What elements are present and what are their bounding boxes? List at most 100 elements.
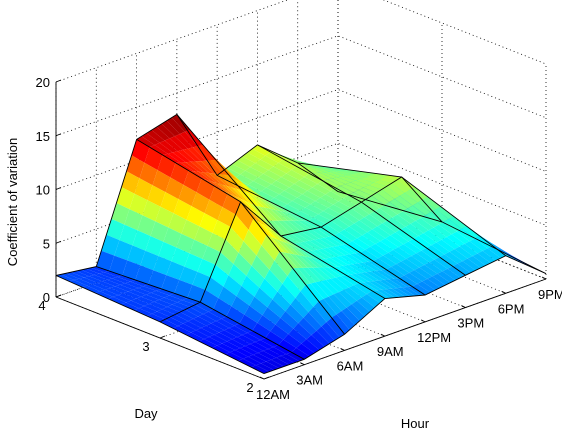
mesh-line-hour [337,191,547,275]
surface-cell [108,296,126,305]
surface-cell [266,184,285,195]
surface-cell [249,203,268,221]
surface-cell [100,289,119,297]
surface-cell [358,187,377,196]
surface-cell [280,211,299,221]
surface-cell [318,298,337,318]
surface-cell [256,363,275,372]
surface-cell [193,316,212,326]
surface-cell [329,256,348,266]
surface-cell [174,279,193,298]
surface-cell [335,276,354,288]
surface-cell [186,332,204,342]
surface-cell [160,192,179,214]
surface-cell [310,282,329,299]
surface-cell [325,191,344,202]
surface-cell [397,287,416,297]
surface-cell [248,181,267,192]
surface-cell [187,284,206,303]
surface-cell [356,297,375,312]
y-tick-mark [263,376,270,380]
surface-cell [296,231,314,241]
surface-cell [107,278,126,285]
surface-cell [247,148,266,160]
surface-cell [84,276,103,283]
surface-cell [364,214,383,227]
surface-cell [322,267,341,278]
surface-cell [199,339,217,348]
surface-cell [333,292,352,308]
surface-cell [341,211,360,224]
surface-cell [306,250,325,260]
surface-cell [209,334,228,344]
surface-cell [131,139,150,163]
surface-cell [234,323,253,333]
surface-cell [309,239,327,249]
surface-cell [154,142,173,154]
surface-cell [451,231,470,244]
surface-cell [353,190,372,199]
surface-cell [231,296,250,315]
surface-cell [303,240,322,250]
surface-cell [282,204,301,215]
surface-cell [274,194,293,205]
surface-cell [390,232,409,245]
surface-cell [121,171,140,194]
surface-cell [422,196,441,210]
x-tick-mark [380,333,386,337]
surface-cell [171,247,190,267]
surface-cell [444,251,463,264]
surface-cell [162,153,181,163]
surface-cell [271,237,290,254]
surface-cell [360,177,379,183]
surface-cell [283,334,302,348]
surface-cell [131,298,150,306]
surface-cell [295,291,314,313]
surface-cell [355,273,374,282]
surface-cell [316,326,335,344]
surface-cell [461,226,480,239]
surface-cell [141,133,160,145]
surface-cell [169,293,188,301]
surface-cell [387,288,405,298]
surface-cell [391,180,410,193]
surface-cell [320,194,339,205]
surface-cell [99,272,118,279]
surface-cell [328,204,347,215]
surface-cell [285,156,304,163]
surface-cell [424,262,443,274]
surface-cell [261,235,280,261]
surface-cell [222,341,241,351]
surface-cell [228,263,247,286]
surface-cell [118,293,137,301]
surface-cell [253,218,272,238]
tick-labels: 0 5 10 15 20 2 3 4 12AM 3AM 6AM 9AM 12PM 3PM 6PM 9PM [36,75,562,402]
surface-cell [288,220,306,232]
surface-cell [114,240,133,261]
surface-cell [204,336,223,346]
surface-cell [218,286,237,307]
surface-cell [275,317,294,335]
surface-cell [343,194,362,206]
surface-cell [362,232,381,244]
surface-cell [264,269,283,292]
surface-cell [319,237,338,247]
surface-cell [292,197,311,208]
surface-cell [414,267,433,279]
surface-cell [366,290,385,303]
surface-cell [176,233,195,254]
surface-cell [312,184,331,195]
surface-cell [154,299,173,307]
surface-cell [293,220,312,231]
surface-cell [269,197,288,208]
surface-cell [143,284,162,291]
surface-cell [156,288,175,296]
surface-cell [276,177,295,188]
surface-cell [148,270,167,289]
surface-cell [370,173,389,178]
surface-cell [286,243,305,257]
surface-cell [240,170,259,181]
surface-cell [367,229,386,242]
surface-cell [454,246,473,259]
